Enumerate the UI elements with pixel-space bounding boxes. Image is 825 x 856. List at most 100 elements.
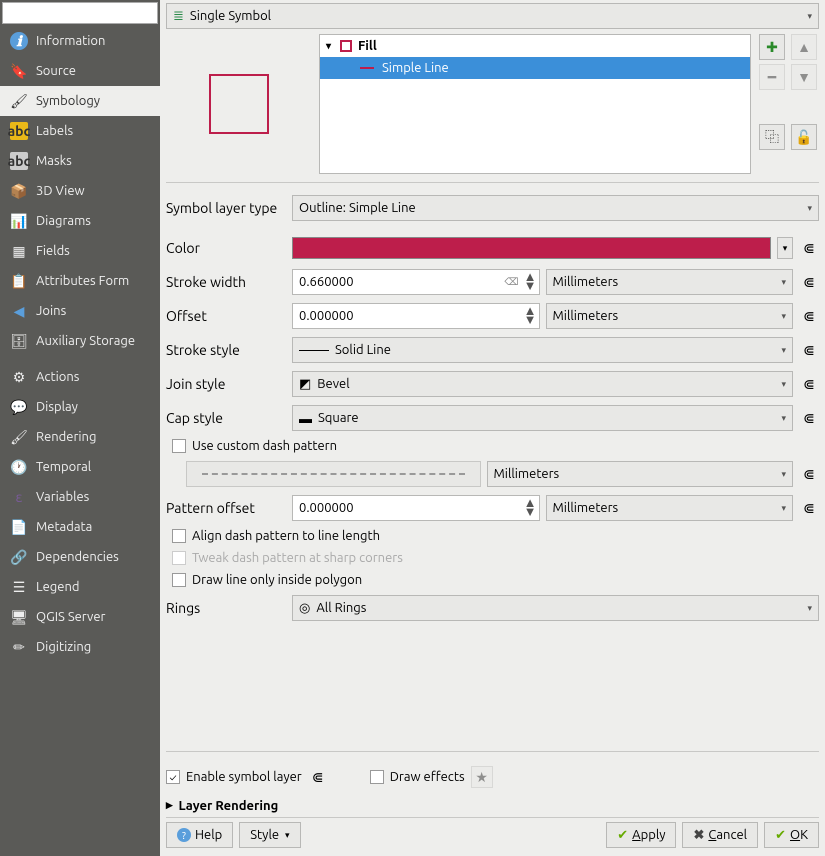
effects-config-button[interactable]: ★ — [471, 766, 493, 788]
move-down-button[interactable]: ▼ — [791, 64, 817, 90]
stroke-width-input[interactable]: 0.660000 ⌫ ▲▼ — [292, 269, 540, 295]
enable-layer-override-button[interactable]: ⋐ — [308, 764, 328, 790]
joins-icon: ◀ — [10, 302, 28, 320]
color-picker[interactable] — [292, 237, 771, 259]
digitizing-icon: ✏ — [10, 638, 28, 656]
stroke-width-unit[interactable]: Millimeters▾ — [546, 269, 794, 295]
dash-override-button[interactable]: ⋐ — [799, 461, 819, 487]
stroke-style-override-button[interactable]: ⋐ — [799, 337, 819, 363]
tree-root[interactable]: ▾ Fill — [320, 35, 750, 57]
align-dash-checkbox[interactable] — [172, 529, 186, 543]
qgis-server-icon: 🖥 — [10, 608, 28, 626]
dependencies-icon: 🔗 — [10, 548, 28, 566]
style-button[interactable]: Style ▾ — [239, 822, 300, 848]
display-icon: 💬 — [10, 398, 28, 416]
sidebar-item-rendering[interactable]: 🖌Rendering — [0, 422, 160, 452]
inside-only-checkbox[interactable] — [172, 573, 186, 587]
sidebar-item-diagrams[interactable]: 📊Diagrams — [0, 206, 160, 236]
symbol-type-combo[interactable]: ≣ Single Symbol ▾ — [166, 3, 819, 29]
offset-unit[interactable]: Millimeters▾ — [546, 303, 794, 329]
draw-effects-checkbox[interactable] — [370, 770, 384, 784]
sidebar-item-qgis-server[interactable]: 🖥QGIS Server — [0, 602, 160, 632]
sidebar-item-auxiliary-storage[interactable]: 🗄Auxiliary Storage — [0, 326, 160, 356]
move-up-button[interactable]: ▲ — [791, 34, 817, 60]
sidebar-item-symbology[interactable]: 🖌Symbology — [0, 86, 160, 116]
apply-button[interactable]: ✔ Apply — [606, 822, 676, 848]
pattern-offset-input[interactable]: 0.000000 ▲▼ — [292, 495, 540, 521]
sidebar-item-legend[interactable]: ☰Legend — [0, 572, 160, 602]
chevron-down-icon: ▾ — [807, 11, 812, 22]
help-icon: ? — [177, 828, 191, 842]
symbology-icon: 🖌 — [10, 92, 28, 110]
offset-input[interactable]: 0.000000 ▲▼ — [292, 303, 540, 329]
symbol-layer-type-combo[interactable]: Outline: Simple Line ▾ — [292, 195, 819, 221]
labels-icon: abc — [10, 122, 28, 140]
dash-pattern-button[interactable] — [186, 461, 481, 487]
dash-unit[interactable]: Millimeters▾ — [487, 461, 794, 487]
clear-icon[interactable]: ⌫ — [504, 276, 518, 288]
stroke-style-label: Stroke style — [166, 342, 286, 358]
sidebar-item-metadata[interactable]: 📄Metadata — [0, 512, 160, 542]
lock-layer-button[interactable]: 🔓 — [791, 124, 817, 150]
help-button[interactable]: ? Help — [166, 822, 233, 848]
symbol-preview — [209, 74, 269, 134]
source-icon: 🔖 — [10, 62, 28, 80]
sidebar-item-fields[interactable]: ▦Fields — [0, 236, 160, 266]
tree-child[interactable]: Simple Line — [320, 57, 750, 79]
sidebar-item-dependencies[interactable]: 🔗Dependencies — [0, 542, 160, 572]
sidebar-item-information[interactable]: ℹInformation — [0, 26, 160, 56]
join-style-label: Join style — [166, 376, 286, 392]
custom-dash-label: Use custom dash pattern — [192, 439, 337, 453]
ok-button[interactable]: ✔ OK — [764, 822, 819, 848]
symbol-type-label: Single Symbol — [190, 9, 271, 23]
rendering-icon: 🖌 — [10, 428, 28, 446]
actions-icon: ⚙ — [10, 368, 28, 386]
cap-style-override-button[interactable]: ⋐ — [799, 405, 819, 431]
layer-rendering-header[interactable]: ▸ Layer Rendering — [166, 798, 819, 813]
remove-layer-button[interactable]: ━ — [759, 64, 785, 90]
cap-style-label: Cap style — [166, 410, 286, 426]
cancel-button[interactable]: ✖ Cancel — [682, 822, 758, 848]
layer-tree[interactable]: ▾ Fill Simple Line — [319, 34, 751, 174]
chevron-right-icon: ▸ — [166, 798, 173, 813]
sidebar-item-labels[interactable]: abcLabels — [0, 116, 160, 146]
stroke-style-combo[interactable]: Solid Line▾ — [292, 337, 793, 363]
color-override-button[interactable]: ⋐ — [799, 235, 819, 261]
add-layer-button[interactable]: ✚ — [759, 34, 785, 60]
sidebar-item-attributes-form[interactable]: 📋Attributes Form — [0, 266, 160, 296]
duplicate-layer-button[interactable]: ⿻ — [759, 124, 785, 150]
bevel-icon: ◩ — [299, 377, 311, 392]
sidebar-item-joins[interactable]: ◀Joins — [0, 296, 160, 326]
offset-override-button[interactable]: ⋐ — [799, 303, 819, 329]
attributes-form-icon: 📋 — [10, 272, 28, 290]
join-style-override-button[interactable]: ⋐ — [799, 371, 819, 397]
search-input[interactable] — [2, 2, 158, 24]
sidebar-item-source[interactable]: 🔖Source — [0, 56, 160, 86]
draw-effects-label: Draw effects — [390, 770, 465, 784]
sidebar-item-display[interactable]: 💬Display — [0, 392, 160, 422]
rings-combo[interactable]: ◎ All Rings▾ — [292, 595, 819, 621]
sidebar-item-variables[interactable]: εVariables — [0, 482, 160, 512]
expander-icon[interactable]: ▾ — [326, 40, 340, 52]
enable-layer-checkbox[interactable]: ✓ — [166, 770, 180, 784]
main-panel: ≣ Single Symbol ▾ ▾ Fill Simple Line — [160, 0, 825, 856]
color-dropdown[interactable]: ▾ — [777, 237, 793, 259]
sidebar-item-actions[interactable]: ⚙Actions — [0, 362, 160, 392]
pattern-offset-unit[interactable]: Millimeters▾ — [546, 495, 794, 521]
check-icon: ✔ — [617, 828, 628, 843]
sidebar-item-3d-view[interactable]: 📦3D View — [0, 176, 160, 206]
custom-dash-checkbox[interactable] — [172, 439, 186, 453]
join-style-combo[interactable]: ◩ Bevel▾ — [292, 371, 793, 397]
rings-icon: ◎ — [299, 601, 310, 616]
stroke-width-override-button[interactable]: ⋐ — [799, 269, 819, 295]
rings-label: Rings — [166, 600, 286, 616]
cap-style-combo[interactable]: ▬ Square▾ — [292, 405, 793, 431]
stroke-width-label: Stroke width — [166, 274, 286, 290]
inside-only-label: Draw line only inside polygon — [192, 573, 362, 587]
pattern-offset-override-button[interactable]: ⋐ — [799, 495, 819, 521]
sidebar: ℹInformation🔖Source🖌SymbologyabcLabelsab… — [0, 0, 160, 856]
sidebar-item-masks[interactable]: abcMasks — [0, 146, 160, 176]
sidebar-item-temporal[interactable]: 🕐Temporal — [0, 452, 160, 482]
sidebar-item-digitizing[interactable]: ✏Digitizing — [0, 632, 160, 662]
variables-icon: ε — [10, 488, 28, 506]
